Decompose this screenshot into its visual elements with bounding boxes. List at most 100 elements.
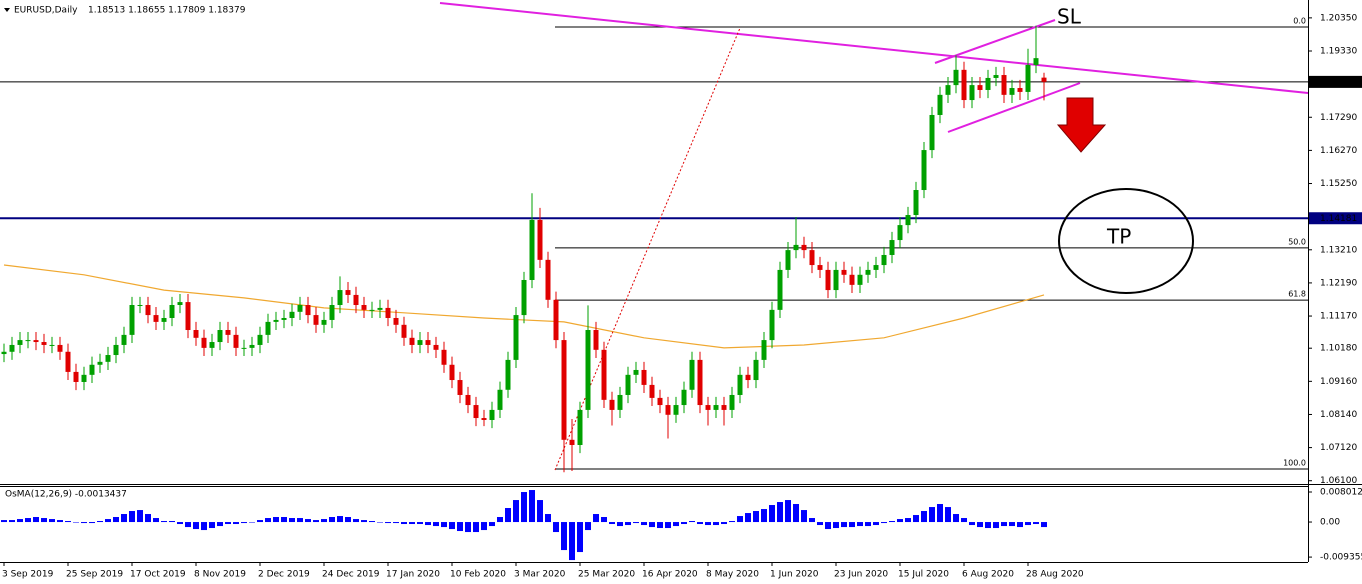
candle-body xyxy=(1001,75,1007,95)
down-arrow xyxy=(1056,97,1107,153)
osma-bar xyxy=(913,515,919,523)
candle-body xyxy=(505,359,511,390)
price-lines xyxy=(0,81,1308,220)
candle-body xyxy=(185,302,191,331)
x-tick-label: 8 May 2020 xyxy=(706,570,759,580)
candle-body xyxy=(641,369,647,385)
x-tick-label: 2 Dec 2019 xyxy=(258,570,310,580)
osma-bar xyxy=(993,522,999,529)
osma-bar xyxy=(577,522,583,553)
x-tick-label: 6 Aug 2020 xyxy=(962,570,1014,580)
osma-bar xyxy=(553,522,559,533)
osma-bar xyxy=(537,500,543,523)
osma-bar xyxy=(193,522,199,530)
y-tick-label: 1.13210 xyxy=(1320,245,1357,255)
osma-bar xyxy=(369,521,375,523)
candle-body xyxy=(817,265,823,270)
osma-bar xyxy=(337,516,343,523)
candle-body xyxy=(457,380,463,395)
candle-body xyxy=(889,240,895,255)
osma-bar xyxy=(377,522,383,523)
candle-body xyxy=(9,344,15,352)
osma-bar xyxy=(889,521,895,523)
candle-body xyxy=(177,302,183,306)
osma-bar xyxy=(265,518,271,523)
candle-body xyxy=(41,342,47,345)
osma-bar xyxy=(105,519,111,523)
osma-bar xyxy=(697,522,703,525)
candle-body xyxy=(697,359,703,406)
osma-bar xyxy=(865,522,871,527)
x-tick-label: 8 Nov 2019 xyxy=(194,570,246,580)
candle-body xyxy=(377,307,383,310)
osma-bar xyxy=(401,522,407,525)
osma-bar xyxy=(89,522,95,524)
candle-body xyxy=(801,244,807,251)
candle-body xyxy=(201,337,207,348)
osma-bar xyxy=(97,521,103,523)
osma-bar xyxy=(257,520,263,523)
candle-body xyxy=(897,225,903,241)
osma-bar xyxy=(473,522,479,533)
candle-body xyxy=(913,190,919,216)
osma-bar xyxy=(601,517,607,523)
candle-body xyxy=(553,299,559,341)
osma-bar xyxy=(905,518,911,523)
candle-body xyxy=(969,85,975,101)
osma-bar xyxy=(33,517,39,523)
osma-bar xyxy=(953,514,959,523)
candle-body xyxy=(401,324,407,338)
candle-body xyxy=(57,344,63,352)
candle-body xyxy=(105,355,111,362)
osma-bar xyxy=(281,517,287,523)
candle-body xyxy=(769,309,775,341)
osma-bar xyxy=(1009,522,1015,527)
candle-body xyxy=(529,219,535,280)
osma-bar xyxy=(441,522,447,528)
x-tick-label: 16 Apr 2020 xyxy=(642,570,698,580)
x-tick-label: 25 Mar 2020 xyxy=(578,570,635,580)
candle-body xyxy=(361,305,367,310)
candle-body xyxy=(81,374,87,382)
osma-bar xyxy=(833,522,839,529)
candle-body xyxy=(545,259,551,300)
y-tick-label: 1.09160 xyxy=(1320,377,1357,387)
y-tick-label: 1.06100 xyxy=(1320,476,1357,486)
candle-body xyxy=(1009,88,1015,95)
candle-body xyxy=(561,340,567,440)
candle-body xyxy=(169,305,175,318)
osma-bar xyxy=(505,508,511,523)
osma-bar xyxy=(945,507,951,523)
candle-body xyxy=(617,394,623,410)
candle-body xyxy=(521,279,527,316)
osma-bar xyxy=(289,518,295,523)
candle-body xyxy=(417,340,423,345)
channel-upper xyxy=(934,19,1056,64)
candle-body xyxy=(433,344,439,350)
candle-body xyxy=(225,330,231,335)
osma-bar xyxy=(969,522,975,526)
candle-body xyxy=(1025,64,1031,92)
x-tick-label: 1 Jun 2020 xyxy=(770,570,819,580)
osma-bar xyxy=(593,514,599,523)
osma-bar xyxy=(873,522,879,526)
candle-body xyxy=(337,290,343,306)
fib-label: 0.0 xyxy=(1293,16,1306,25)
osma-bar xyxy=(137,510,143,523)
candle-body xyxy=(585,330,591,410)
candle-body xyxy=(257,334,263,345)
candle-body xyxy=(1,351,7,355)
osma-bar xyxy=(673,522,679,527)
candle-body xyxy=(841,269,847,275)
osma-bar xyxy=(345,517,351,523)
candle-body xyxy=(321,319,327,325)
osma-tick-label: 0.00 xyxy=(1320,518,1340,528)
osma-bar xyxy=(529,490,535,523)
candle-body xyxy=(89,364,95,375)
fibonacci: 0.0 50.0 61.8 100.0 xyxy=(555,16,1308,470)
osma-bar xyxy=(897,519,903,523)
osma-bar xyxy=(849,522,855,528)
candle-body xyxy=(601,349,607,400)
osma-bar xyxy=(9,520,15,523)
